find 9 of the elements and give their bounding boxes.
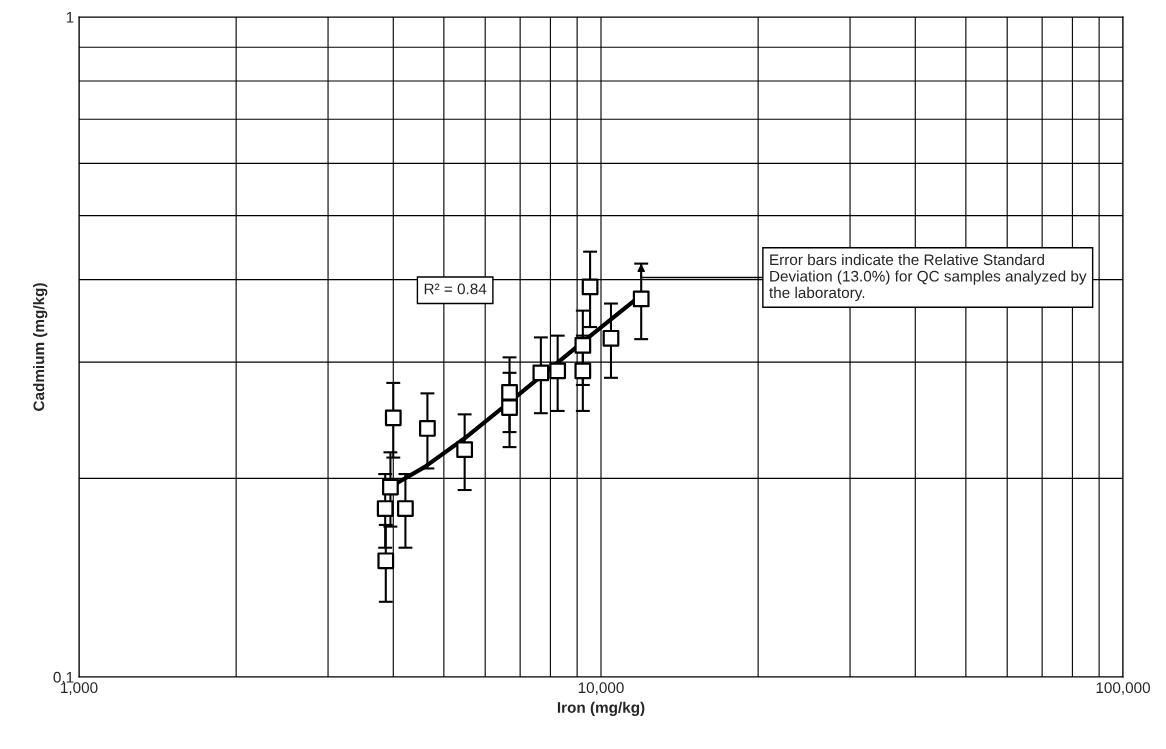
x-tick-label: 10,000 bbox=[578, 682, 624, 695]
x-axis-title: Iron (mg/kg) bbox=[557, 701, 645, 716]
y-axis-title: Cadmium (mg/kg) bbox=[33, 283, 48, 411]
y-tick-label: 1 bbox=[66, 12, 74, 23]
annotation: Error bars indicate the Relative Standard Deviation (13.0%) for QC samples analyzed by the laboratory. bbox=[769, 253, 1087, 302]
x-tick-label: 1,000 bbox=[61, 682, 98, 695]
y-tick-label: 0.1 bbox=[53, 671, 74, 683]
annotation: R² = 0.84 bbox=[424, 283, 487, 295]
x-tick-label: 100,000 bbox=[1096, 682, 1151, 695]
